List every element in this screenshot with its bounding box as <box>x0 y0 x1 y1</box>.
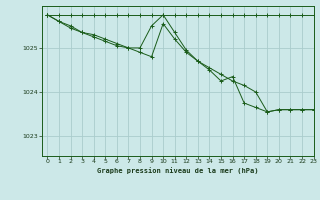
X-axis label: Graphe pression niveau de la mer (hPa): Graphe pression niveau de la mer (hPa) <box>97 167 258 174</box>
